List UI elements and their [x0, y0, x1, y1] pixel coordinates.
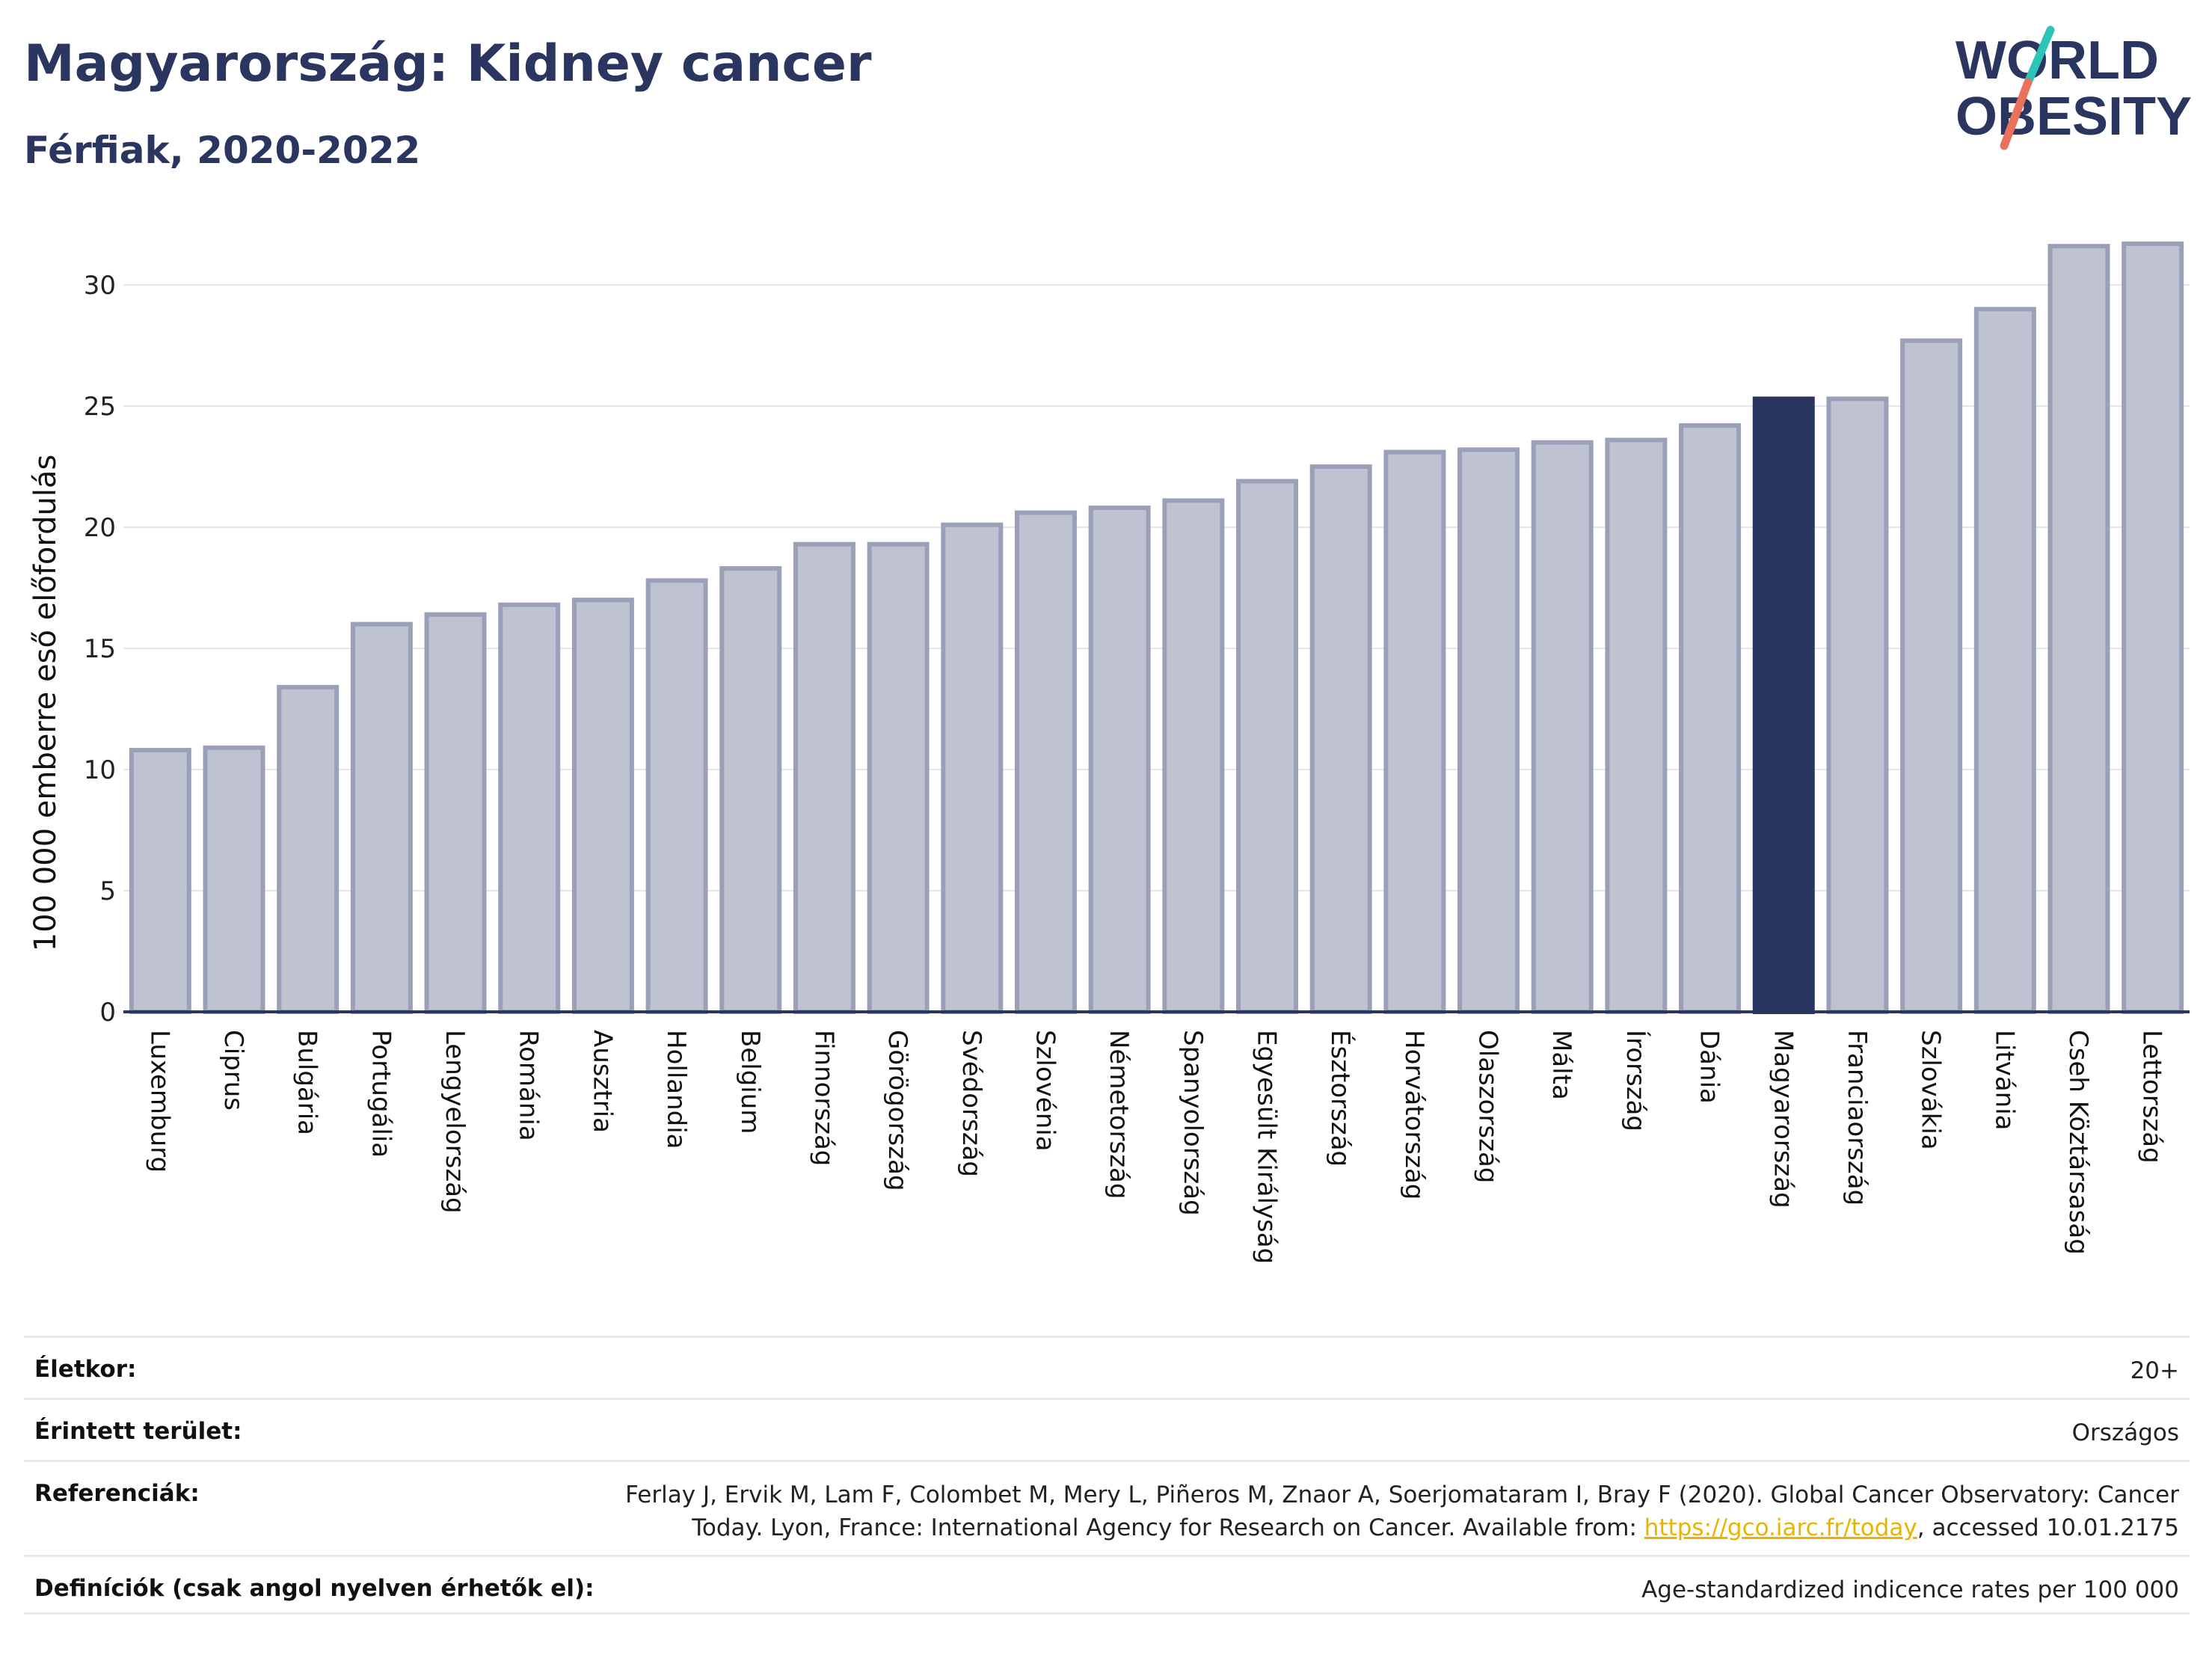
- x-tick-label: Svédország: [956, 1030, 986, 1177]
- y-tick-labels: 0 5 10 15 20 25 30: [84, 271, 116, 1028]
- x-tick-label: Málta: [1546, 1030, 1576, 1100]
- info-row-references: Referenciák: Ferlay J, Ervik M, Lam F, C…: [24, 1460, 2190, 1555]
- bar-Lengyelország: [424, 612, 487, 1014]
- x-tick-label: Lengyelország: [440, 1030, 470, 1214]
- bar-Bulgária: [277, 684, 340, 1015]
- chart-subtitle: Férfiak, 2020-2022: [24, 129, 421, 172]
- x-tick-label: Ciprus: [218, 1030, 248, 1111]
- bar-Dánia: [1679, 423, 1742, 1014]
- bar-Hollandia: [645, 578, 708, 1014]
- bar-Luxemburg: [129, 748, 191, 1015]
- x-tick-label: Szlovénia: [1030, 1030, 1060, 1152]
- x-tick-label: Görögország: [882, 1030, 912, 1191]
- bar-Németország: [1088, 506, 1151, 1014]
- y-tick-label: 20: [84, 513, 116, 543]
- x-tick-label: Litvánia: [1989, 1030, 2019, 1131]
- x-tick-label: Ausztria: [587, 1030, 617, 1133]
- y-tick-label: 5: [99, 876, 116, 906]
- y-tick-label: 0: [99, 998, 116, 1028]
- x-tick-label: Németország: [1104, 1030, 1134, 1199]
- x-tick-label: Románia: [514, 1030, 544, 1141]
- x-tick-label: Portugália: [366, 1030, 396, 1158]
- bar-Portugália: [350, 621, 413, 1014]
- bar-Olaszország: [1457, 447, 1520, 1014]
- bar-Görögország: [867, 541, 930, 1014]
- area-value: Országos: [2071, 1419, 2179, 1446]
- bar-Írország: [1605, 437, 1668, 1014]
- bar-Litvánia: [1973, 307, 2036, 1014]
- definitions-value: Age-standardized indicence rates per 100…: [1641, 1576, 2179, 1603]
- references-value: Ferlay J, Ervik M, Lam F, Colombet M, Me…: [625, 1479, 2190, 1544]
- bar-Magyarország: [1752, 396, 1815, 1014]
- bar-Svédország: [941, 522, 1004, 1014]
- x-tick-label: Finnország: [808, 1030, 838, 1166]
- bar-Cseh Köztársaság: [2047, 244, 2110, 1015]
- x-tick-label: Magyarország: [1768, 1030, 1798, 1209]
- x-tick-label: Luxemburg: [144, 1030, 174, 1173]
- bar-Horvátország: [1383, 449, 1446, 1014]
- y-tick-label: 10: [84, 755, 116, 785]
- bar-Szlovákia: [1900, 338, 1963, 1014]
- chart-title: Magyarország: Kidney cancer: [24, 34, 872, 93]
- x-tick-label: Horvátország: [1399, 1030, 1429, 1200]
- y-tick-label: 30: [84, 271, 116, 301]
- bar-Észtország: [1309, 464, 1372, 1014]
- bar-Románia: [498, 602, 561, 1014]
- definitions-label: Definíciók (csak angol nyelven érhetők e…: [34, 1575, 595, 1602]
- bar-Lettország: [2122, 241, 2184, 1014]
- bar-Szlovénia: [1014, 510, 1077, 1014]
- y-axis-label: 100 000 emberre eső előfordulás: [28, 455, 63, 952]
- bar-Málta: [1531, 440, 1594, 1014]
- x-tick-label: Dánia: [1695, 1030, 1724, 1104]
- x-tick-label: Észtország: [1325, 1030, 1356, 1167]
- x-tick-label: Belgium: [735, 1030, 765, 1134]
- x-tick-label: Egyesült Királyság: [1252, 1030, 1282, 1264]
- bar-Egyesült Királyság: [1236, 479, 1299, 1014]
- y-tick-label: 25: [84, 392, 116, 422]
- bar-Spanyolország: [1162, 498, 1225, 1014]
- logo-slash-teal: [2024, 25, 2055, 87]
- info-table: Életkor: 20+ Érintett terület: Országos …: [24, 1336, 2190, 1615]
- info-row-area: Érintett terület: Országos: [24, 1398, 2190, 1460]
- y-tick-label: 15: [84, 634, 116, 664]
- logo-text-world: WORLD: [1956, 31, 2159, 90]
- bar-Ausztria: [571, 598, 634, 1014]
- age-value: 20+: [2130, 1357, 2179, 1384]
- x-tick-label: Olaszország: [1473, 1030, 1503, 1183]
- x-tick-label: Szlovákia: [1916, 1030, 1946, 1150]
- world-obesity-logo: WORLD OBESITY: [1956, 25, 2192, 150]
- reference-line-2-end: , accessed 10.01.2175: [1917, 1514, 2179, 1541]
- area-label: Érintett terület:: [34, 1418, 242, 1445]
- reference-line-2-start: Today. Lyon, France: International Agenc…: [692, 1514, 1644, 1541]
- bar-chart: 0 5 10 15 20 25 30 Luxemburg Ciprus Bulgária Port…: [28, 241, 2190, 1264]
- bar-Finnország: [793, 541, 855, 1014]
- x-tick-label: Írország: [1620, 1030, 1651, 1132]
- x-tick-labels: Luxemburg Ciprus Bulgária Portugália Lengyel…: [144, 1030, 2166, 1264]
- references-label: Referenciák:: [34, 1480, 200, 1507]
- bar-Belgium: [719, 566, 782, 1014]
- logo-slash-coral: [2000, 78, 2033, 150]
- info-row-definitions: Definíciók (csak angol nyelven érhetők e…: [24, 1555, 2190, 1615]
- reference-line-1: Ferlay J, Ervik M, Lam F, Colombet M, Me…: [625, 1481, 2179, 1508]
- x-tick-label: Bulgária: [292, 1030, 322, 1135]
- logo-text-obesity: OBESITY: [1956, 87, 2192, 147]
- info-row-age: Életkor: 20+: [24, 1336, 2190, 1398]
- x-tick-label: Cseh Köztársaság: [2063, 1030, 2093, 1255]
- bars: [129, 241, 2184, 1015]
- bar-Ciprus: [203, 745, 265, 1015]
- x-tick-label: Spanyolország: [1178, 1030, 1208, 1216]
- x-tick-label: Franciaország: [1842, 1030, 1872, 1206]
- x-tick-label: Lettország: [2137, 1030, 2167, 1164]
- age-label: Életkor:: [34, 1356, 137, 1383]
- reference-link[interactable]: https://gco.iarc.fr/today: [1644, 1514, 1917, 1541]
- bar-Franciaország: [1826, 396, 1889, 1014]
- x-tick-label: Hollandia: [661, 1030, 691, 1149]
